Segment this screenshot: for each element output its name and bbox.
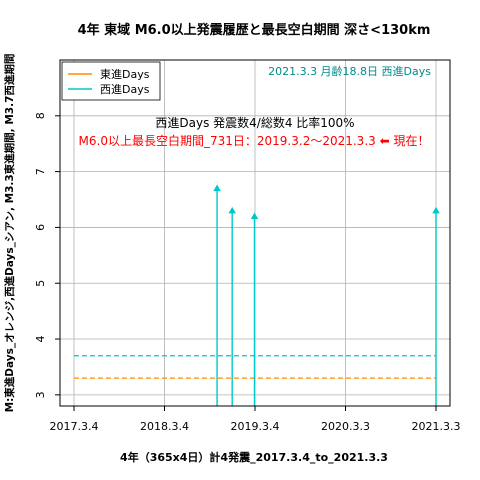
legend-east-label: 東進Days (100, 68, 150, 81)
stats-annotation: 西進Days 発震数4/総数4 比率100% (155, 115, 354, 130)
x-tick-label: 2018.3.4 (140, 420, 189, 433)
legend-box (61, 61, 161, 101)
x-axis-label: 4年（365x4日）計4発震_2017.3.4_to_2021.3.3 (120, 450, 388, 464)
y-tick-label: 4 (34, 336, 47, 343)
x-tick-label: 2020.3.3 (321, 420, 370, 433)
event-markers (213, 184, 440, 406)
legend-west-label: 西進Days (100, 83, 150, 96)
y-axis-label: M:東進Days_オレンジ,西進Days_シアン, M3.3東進期間, M3.7… (3, 54, 16, 413)
y-tick-label: 5 (34, 280, 47, 287)
x-tick-label: 2021.3.3 (412, 420, 461, 433)
y-tick-label: 8 (34, 112, 47, 119)
y-axis: 3 4 5 6 7 8 (34, 112, 60, 398)
x-tick-label: 2019.3.4 (231, 420, 280, 433)
moon-annotation: 2021.3.3 月齢18.8日 西進Days (268, 64, 431, 78)
event-marker (250, 212, 259, 219)
y-tick-label: 3 (34, 391, 47, 398)
x-axis: 2017.3.4 2018.3.4 2019.3.4 2020.3.3 2021.3.3 (50, 406, 461, 433)
y-tick-label: 6 (34, 224, 47, 231)
legend: 東進Days 西進Days (61, 61, 161, 101)
y-tick-label: 7 (34, 168, 47, 175)
event-marker (432, 206, 440, 214)
event-marker (213, 184, 221, 192)
chart-title: 4年 東域 M6.0以上発震履歴と最長空白期間 深さ<130km (78, 22, 431, 38)
event-marker (228, 206, 236, 214)
x-tick-label: 2017.3.4 (50, 420, 99, 433)
gap-annotation: M6.0以上最長空白期間_731日：2019.3.2〜2021.3.3 ⬅ 現在… (79, 133, 430, 148)
